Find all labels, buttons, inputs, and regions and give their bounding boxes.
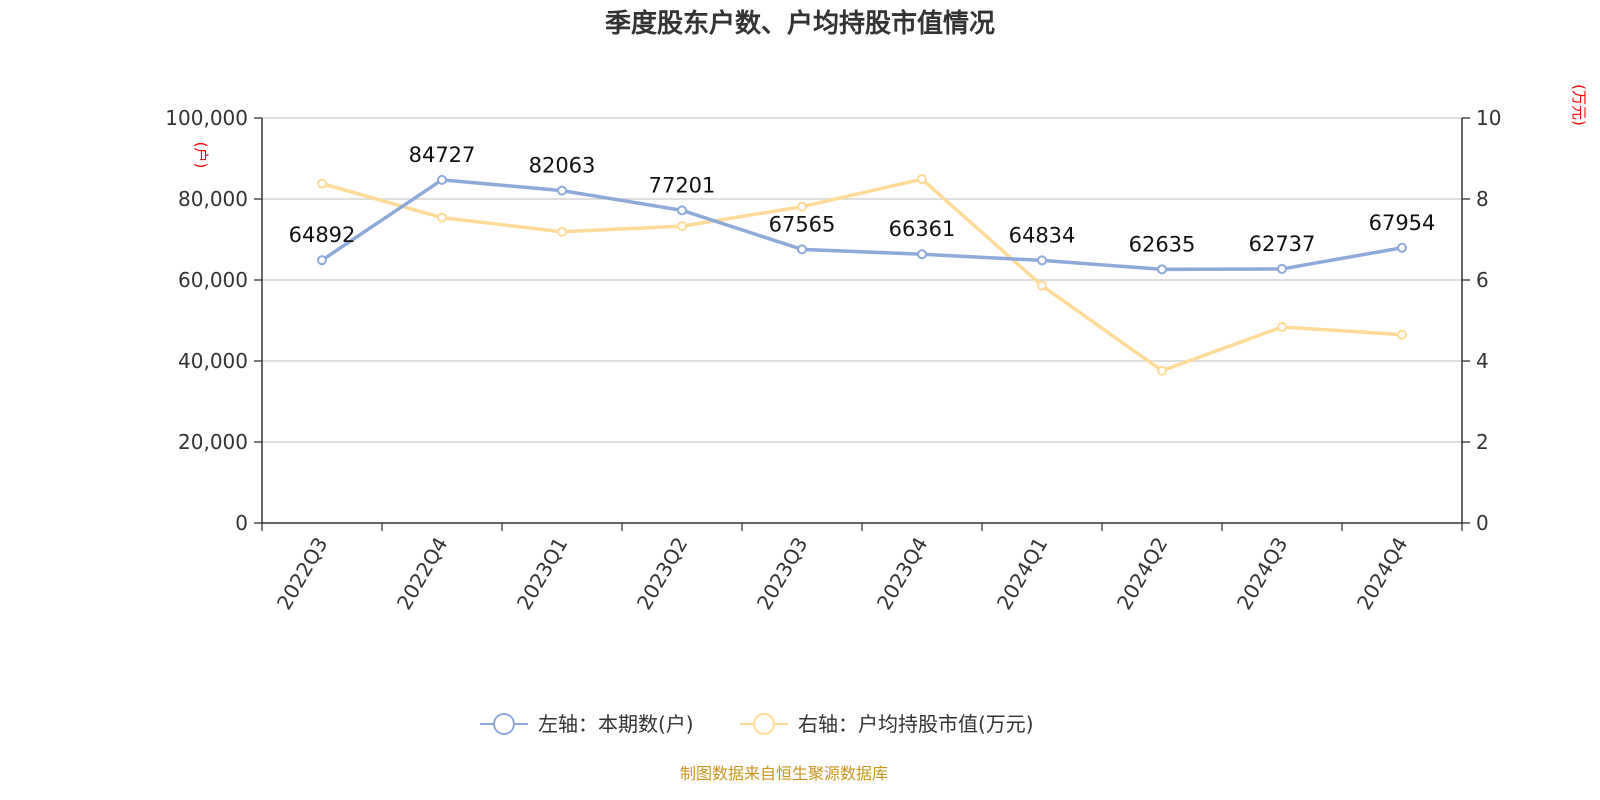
data-label: 62737 bbox=[1249, 232, 1316, 256]
data-point[interactable] bbox=[1277, 321, 1287, 332]
data-point[interactable] bbox=[677, 221, 687, 232]
data-point[interactable] bbox=[677, 205, 687, 216]
data-label: 62635 bbox=[1129, 232, 1196, 256]
data-label: 84727 bbox=[409, 143, 476, 167]
right-tick-label: 0 bbox=[1476, 511, 1489, 535]
x-tick-label: 2023Q4 bbox=[872, 533, 932, 614]
data-label: 64892 bbox=[289, 223, 356, 247]
legend-marker-avg-value bbox=[753, 713, 775, 735]
data-label: 82063 bbox=[529, 154, 596, 178]
data-point[interactable] bbox=[437, 212, 447, 223]
data-point[interactable] bbox=[557, 226, 567, 237]
grid-lines bbox=[262, 117, 1462, 443]
x-tick-label: 2023Q2 bbox=[632, 533, 692, 614]
legend-marker-households bbox=[493, 713, 515, 735]
data-label: 66361 bbox=[889, 217, 956, 241]
data-point[interactable] bbox=[317, 178, 327, 189]
series-layer bbox=[317, 174, 1407, 376]
x-tick-label: 2024Q4 bbox=[1352, 533, 1412, 614]
left-tick-label: 100,000 bbox=[165, 106, 248, 130]
axes: 0 0 20,000 2 40,000 4 60,000 6 80,000 8 100,000 10 2… bbox=[165, 106, 1501, 614]
data-point[interactable] bbox=[317, 255, 327, 266]
left-tick-label: 0 bbox=[235, 511, 248, 535]
x-tick-label: 2022Q4 bbox=[392, 533, 452, 614]
data-point[interactable] bbox=[437, 174, 447, 185]
data-point[interactable] bbox=[1277, 263, 1287, 274]
data-label: 67954 bbox=[1369, 211, 1436, 235]
data-label: 77201 bbox=[649, 173, 716, 197]
chart-title: 季度股东户数、户均持股市值情况 bbox=[605, 8, 995, 39]
data-point[interactable] bbox=[797, 244, 807, 255]
right-axis-unit: (万元) bbox=[1570, 84, 1588, 126]
data-point[interactable] bbox=[917, 249, 927, 260]
data-point[interactable] bbox=[1397, 242, 1407, 253]
legend[interactable]: 左轴：本期数(户) 右轴：户均持股市值(万元) bbox=[480, 712, 1034, 736]
right-tick-label: 2 bbox=[1476, 430, 1489, 454]
left-tick-label: 40,000 bbox=[178, 349, 248, 373]
x-tick-label: 2023Q1 bbox=[512, 533, 572, 614]
data-labels: 64892 84727 82063 77201 67565 66361 64834 62635… bbox=[289, 143, 1436, 256]
data-point[interactable] bbox=[1037, 280, 1047, 291]
left-tick-label: 80,000 bbox=[178, 187, 248, 211]
data-point[interactable] bbox=[1157, 365, 1167, 376]
x-tick-label: 2023Q3 bbox=[752, 533, 812, 614]
right-tick-label: 10 bbox=[1476, 106, 1501, 130]
data-label: 64834 bbox=[1009, 223, 1076, 247]
right-tick-label: 8 bbox=[1476, 187, 1489, 211]
right-tick-label: 6 bbox=[1476, 268, 1489, 292]
left-axis-unit: (户) bbox=[192, 142, 210, 169]
left-tick-label: 20,000 bbox=[178, 430, 248, 454]
legend-label-avg-value: 右轴：户均持股市值(万元) bbox=[798, 712, 1034, 736]
data-point[interactable] bbox=[1397, 329, 1407, 340]
data-label: 67565 bbox=[769, 212, 836, 236]
legend-label-households: 左轴：本期数(户) bbox=[538, 712, 694, 736]
left-tick-label: 60,000 bbox=[178, 268, 248, 292]
data-point[interactable] bbox=[797, 201, 807, 212]
x-tick-label: 2024Q1 bbox=[992, 533, 1052, 614]
series-line-avg-value bbox=[321, 177, 1403, 373]
legend-item-avg-value[interactable]: 右轴：户均持股市值(万元) bbox=[740, 712, 1034, 736]
legend-item-households[interactable]: 左轴：本期数(户) bbox=[480, 712, 694, 736]
x-tick-label: 2024Q3 bbox=[1232, 533, 1292, 614]
source-note: 制图数据来自恒生聚源数据库 bbox=[680, 764, 888, 783]
right-tick-label: 4 bbox=[1476, 349, 1489, 373]
data-point[interactable] bbox=[1157, 264, 1167, 275]
data-point[interactable] bbox=[917, 174, 927, 185]
x-tick-label: 2024Q2 bbox=[1112, 533, 1172, 614]
data-point[interactable] bbox=[1037, 255, 1047, 266]
series-line-households bbox=[321, 178, 1403, 272]
data-point[interactable] bbox=[557, 185, 567, 196]
x-tick-label: 2022Q3 bbox=[272, 533, 332, 614]
